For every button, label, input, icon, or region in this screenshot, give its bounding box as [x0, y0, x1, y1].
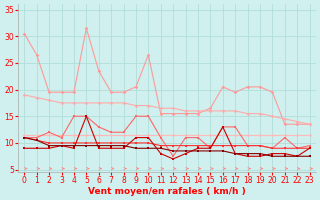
X-axis label: Vent moyen/en rafales ( km/h ): Vent moyen/en rafales ( km/h )	[88, 187, 246, 196]
